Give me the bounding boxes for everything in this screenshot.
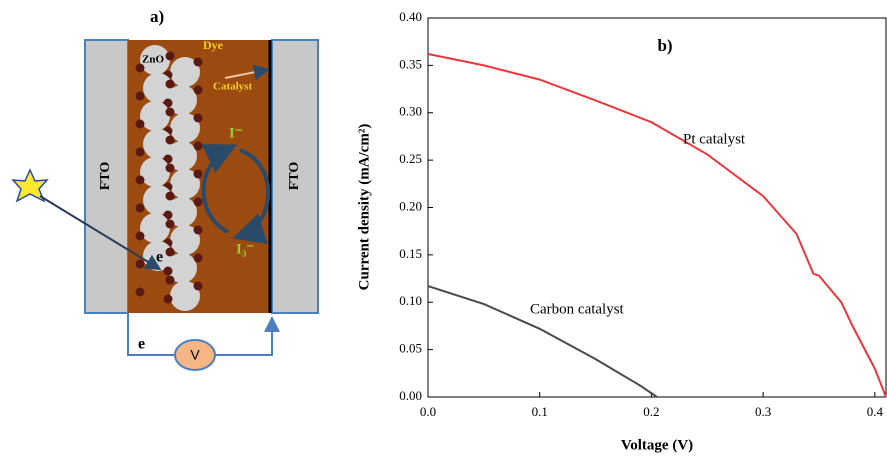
series-label: Carbon catalyst	[530, 301, 625, 317]
zno-particle	[143, 185, 173, 215]
dye-molecule	[193, 253, 203, 263]
wire	[214, 316, 280, 356]
y-tick-label: 0.20	[399, 198, 422, 213]
series-label: Pt catalyst	[683, 131, 746, 147]
light-source	[11, 168, 49, 203]
zno-particle	[140, 213, 170, 243]
dye-molecule	[163, 294, 173, 304]
x-tick-label: 0.4	[867, 404, 884, 419]
x-tick-label: 0.0	[420, 404, 436, 419]
electron-label: e	[138, 336, 145, 353]
iodide-label: I⁻	[229, 125, 243, 141]
voltmeter	[174, 339, 216, 371]
dye-molecule	[165, 135, 175, 145]
dye-molecule	[193, 169, 203, 179]
dye-molecule	[193, 141, 203, 151]
dye-molecule	[135, 203, 145, 213]
zno-particle	[167, 85, 197, 115]
dye-molecule	[165, 247, 175, 257]
dye-molecule	[165, 275, 175, 285]
electron-label: e	[156, 249, 163, 266]
y-tick-label: 0.25	[399, 151, 422, 166]
dye-molecule	[135, 119, 145, 129]
x-axis-title: Voltage (V)	[621, 437, 693, 453]
dye-molecule	[163, 266, 173, 276]
line-series	[427, 53, 887, 398]
zno-particle	[167, 141, 197, 171]
dye-molecule	[165, 191, 175, 201]
arrow	[201, 144, 238, 234]
zno-particle	[143, 73, 173, 103]
y-tick-label: 0.15	[399, 246, 422, 261]
zno-label: ZnO	[142, 54, 164, 66]
dye-molecule	[165, 51, 175, 61]
wire	[127, 313, 176, 356]
y-tick-label: 0.00	[399, 388, 422, 403]
zno-particle	[143, 129, 173, 159]
y-tick-label: 0.10	[399, 293, 422, 308]
dye-molecule	[193, 113, 203, 123]
arrow	[232, 148, 271, 245]
fto-right	[271, 39, 319, 314]
x-tick-label: 0.2	[643, 404, 659, 419]
voltmeter-label: V	[190, 347, 200, 363]
panel-label: a)	[150, 7, 164, 26]
dye-molecule	[135, 91, 145, 101]
zno-particle	[170, 57, 200, 87]
chart-title: b)	[657, 36, 672, 55]
dye-molecule	[135, 63, 145, 73]
dye-molecule	[165, 107, 175, 117]
line-series	[427, 285, 658, 398]
dye-molecule	[193, 57, 203, 67]
dye-molecule	[163, 98, 173, 108]
dye-molecule	[135, 175, 145, 185]
dye-molecule	[193, 281, 203, 291]
zno-particle	[170, 169, 200, 199]
zno-particle	[140, 101, 170, 131]
y-tick-label: 0.40	[399, 9, 422, 24]
x-tick-label: 0.1	[532, 404, 548, 419]
dye-molecule	[193, 85, 203, 95]
light-ray	[39, 195, 162, 271]
diagram: a) Dye ZnO Catalyst FTO FTO I⁻ I₃⁻ e e V	[11, 7, 319, 371]
dye-molecule	[165, 219, 175, 229]
dye-molecule	[135, 287, 145, 297]
triiodide-label: I₃⁻	[236, 241, 254, 257]
dye-molecule	[135, 231, 145, 241]
y-tick-label: 0.30	[399, 104, 422, 119]
particles	[135, 45, 203, 311]
zno-particle	[170, 113, 200, 143]
dye-molecule	[165, 79, 175, 89]
chart: b) Voltage (V) Current density (mA/cm²) …	[356, 9, 887, 453]
y-tick-label: 0.05	[399, 341, 422, 356]
zno-particle	[167, 253, 197, 283]
fto-label: FTO	[287, 162, 302, 191]
dye-molecule	[163, 210, 173, 220]
x-tick-label: 0.3	[755, 404, 771, 419]
fto-left	[84, 39, 129, 314]
y-axis-title: Current density (mA/cm²)	[356, 124, 372, 291]
dye-molecule	[135, 259, 145, 269]
y-tick-label: 0.35	[399, 56, 422, 71]
dye-molecule	[193, 225, 203, 235]
catalyst-label: Catalyst	[213, 81, 252, 93]
dye-molecule	[165, 163, 175, 173]
dye-label: Dye	[203, 38, 224, 52]
dye-molecule	[193, 197, 203, 207]
catalyst-pointer	[224, 64, 270, 81]
zno-particle	[170, 281, 200, 311]
plot-frame	[427, 17, 887, 398]
dye-molecule	[163, 154, 173, 164]
fto-label: FTO	[98, 162, 113, 191]
zno-particle	[140, 157, 170, 187]
zno-particle	[140, 45, 170, 75]
zno-particle	[167, 197, 197, 227]
dye-molecule	[135, 147, 145, 157]
zno-particle	[170, 225, 200, 255]
